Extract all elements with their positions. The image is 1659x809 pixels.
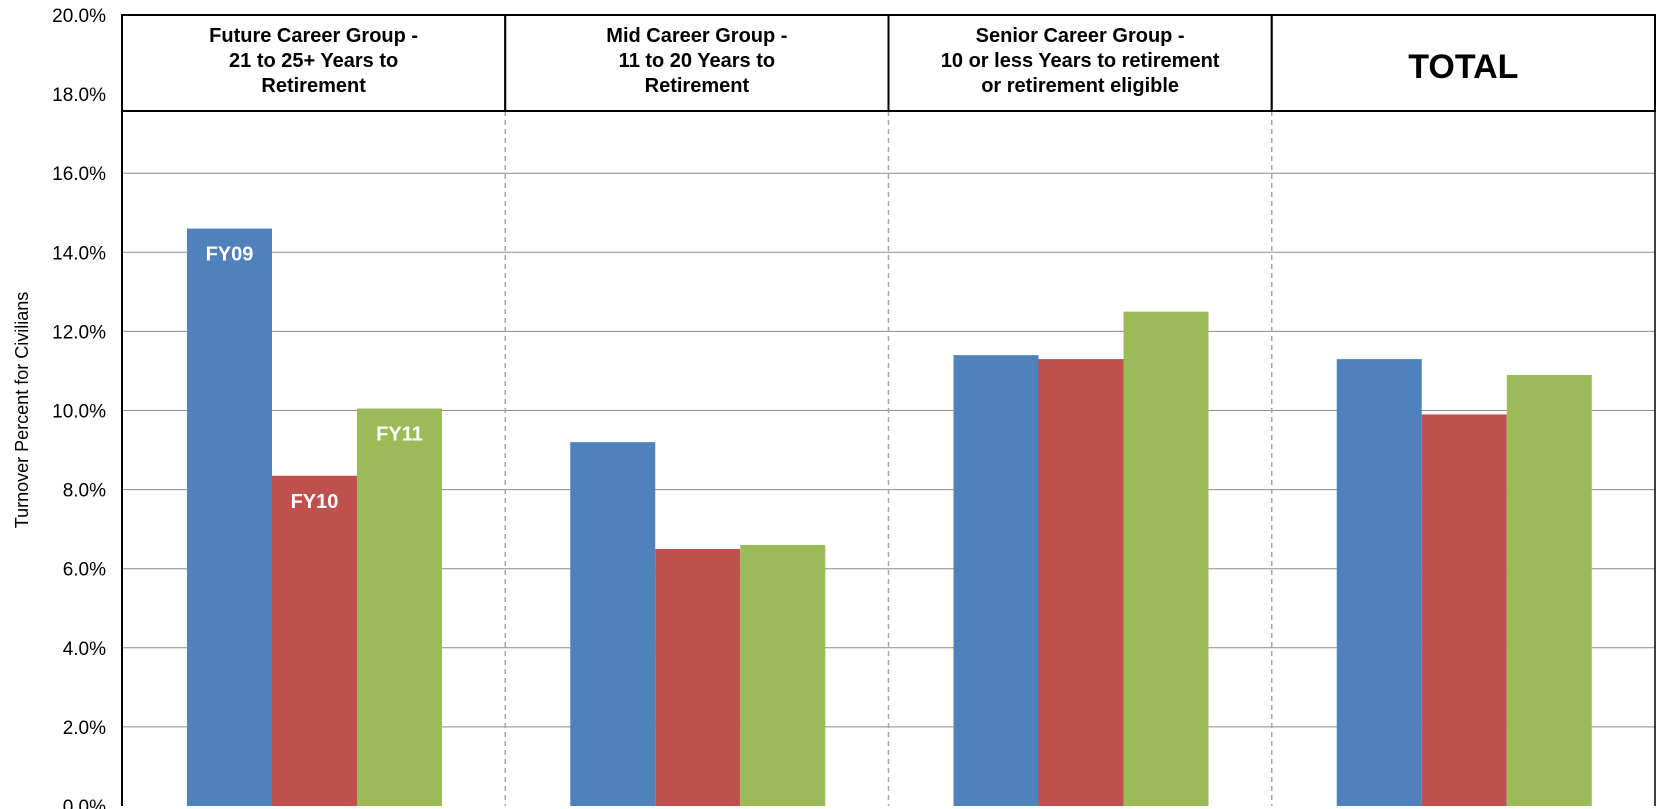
bar-fy10 [1421,414,1507,806]
series-label-fy11: FY11 [376,424,423,446]
group-header-box [887,14,1273,112]
group-label-line: 10 or less Years to retirement [941,50,1220,72]
y-tick-label: 2.0% [63,718,106,739]
y-tick-label: 18.0% [52,85,106,106]
axes [121,15,1656,806]
y-tick-label: 6.0% [63,560,106,581]
bar-fy09 [953,355,1039,806]
bar-fy09 [570,442,656,806]
group-header-boxes [121,14,1656,112]
group-label-line: TOTAL [1408,48,1518,86]
group-label-line: Senior Career Group - [976,25,1185,47]
bar-fy10 [272,475,357,806]
y-tick-label: 14.0% [52,243,106,264]
y-tick-label: 12.0% [52,322,106,343]
y-tick-label: 0.0% [63,797,106,809]
bar-fy10 [1038,359,1124,806]
bar-fy11 [1506,374,1592,806]
y-tick-label: 4.0% [63,639,106,660]
group-label-line: Retirement [261,75,366,97]
group-label-line: 11 to 20 Years to [619,50,775,72]
bar-fy09 [187,228,272,806]
group-label-line: Future Career Group - [209,25,418,47]
bars [187,228,1592,806]
y-tick-label: 8.0% [63,481,106,502]
series-label-fy09: FY09 [206,244,254,266]
series-name-labels: FY09 FY10 FY11 [206,244,423,513]
group-separators [504,111,1273,806]
bar-fy11 [357,408,442,806]
bar-fy11 [740,544,826,806]
y-tick-label: 20.0% [52,6,106,27]
y-axis-label: Turnover Percent for Civilians [12,292,32,528]
y-tick-label: 10.0% [52,402,106,423]
group-header-box [1270,14,1656,112]
bar-fy11 [1123,311,1209,806]
group-label-line: or retirement eligible [981,75,1179,97]
y-tick-label: 16.0% [52,164,106,185]
bar-fy10 [655,548,741,806]
group-labels: Future Career Group - 21 to 25+ Years to R… [209,25,1518,97]
bar-fy09 [1336,359,1422,806]
group-label-line: Mid Career Group - [606,25,787,47]
group-label-line: 21 to 25+ Years to [229,50,398,72]
group-label-line: Retirement [645,75,750,97]
series-label-fy10: FY10 [291,491,339,513]
y-tick-labels: 0.0% 2.0% 4.0% 6.0% 8.0% 10.0% 12.0% 14.0% 16.0%… [52,6,106,809]
